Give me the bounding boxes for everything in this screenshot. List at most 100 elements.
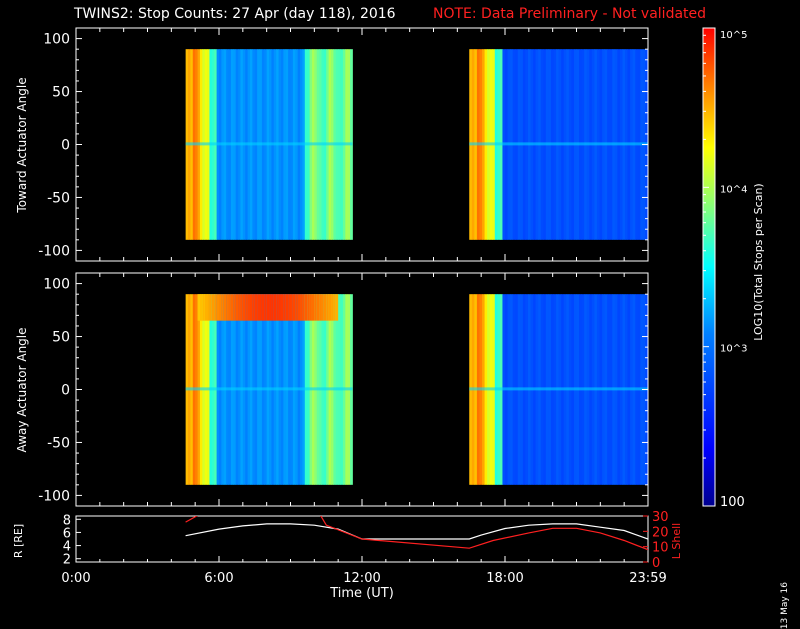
heatmap-cell: [226, 294, 229, 321]
heatmap-cell: [302, 294, 306, 321]
heatmap-cell: [252, 294, 256, 321]
heatmap-cell: [257, 294, 260, 321]
heatmap-cell: [261, 294, 265, 321]
colorbar-tick-label: 100: [720, 495, 745, 510]
away-angle-axis-label: Away Actuator Angle: [15, 327, 29, 452]
colorbar-gradient: [703, 28, 715, 506]
datestamp: 13 May 16: [780, 582, 790, 629]
heatmap-away-data: [185, 294, 649, 485]
heatmap-cell: [202, 294, 206, 321]
heatmap-cell: [230, 294, 234, 321]
heatmap-cell: [288, 294, 291, 321]
heatmap-cell: [269, 294, 272, 321]
colorbar-ticks: 10^5 10^4 10^3 100: [703, 27, 747, 510]
heatmap-cell: [321, 294, 325, 321]
chart-title: TWINS2: Stop Counts: 27 Apr (day 118), 2…: [74, 6, 396, 22]
heatmap-cell: [309, 294, 313, 321]
y-tick-label: -100: [38, 243, 70, 259]
heatmap-cell: [319, 294, 322, 321]
r-tick-label: 2: [63, 553, 71, 568]
x-tick-label: 23:59: [629, 571, 666, 586]
heatmap-cell: [469, 142, 648, 146]
heatmap-cell: [316, 294, 320, 321]
heatmap-toward-data: [185, 49, 649, 240]
heatmap-cell: [185, 387, 353, 391]
heatmap-cell: [331, 294, 334, 321]
heatmap-cell: [247, 294, 251, 321]
panel-away-axes: 100 50 0 -50 -100: [38, 272, 649, 507]
r-series-line: [185, 523, 648, 540]
y-tick-label: 50: [52, 330, 70, 346]
heatmap-cell: [185, 142, 353, 146]
heatmap-cell: [290, 294, 294, 321]
lshell-axis-label: L Shell: [670, 523, 683, 559]
heatmap-cell: [295, 294, 299, 321]
preliminary-note: NOTE: Data Preliminary - Not validated: [433, 6, 707, 22]
lshell-series-line: [185, 516, 648, 551]
heatmap-cell: [223, 294, 227, 321]
heatmap-cell: [307, 294, 310, 321]
toward-angle-axis-label: Toward Actuator Angle: [15, 77, 29, 213]
heatmap-cell: [254, 294, 258, 321]
heatmap-cell: [209, 294, 213, 321]
heatmap-cell: [323, 294, 327, 321]
heatmap-cell: [233, 294, 237, 321]
heatmap-cell: [271, 294, 275, 321]
heatmap-cell: [207, 294, 210, 321]
heatmap-cell: [280, 294, 284, 321]
heatmap-cell: [249, 294, 253, 321]
heatmap-cell: [197, 294, 201, 321]
heatmap-cell: [264, 294, 268, 321]
colorbar-tick-label: 10^5: [720, 30, 747, 41]
heatmap-cell: [304, 294, 308, 321]
heatmap-cell: [219, 294, 222, 321]
lshell-tick-label: 30: [652, 510, 669, 525]
heatmap-cell: [273, 294, 277, 321]
heatmap-cell: [245, 294, 248, 321]
x-tick-label: 18:00: [486, 571, 523, 586]
panel-toward-axes: 100 50 0 -50 -100: [38, 27, 649, 262]
colorbar: 10^5 10^4 10^3 100 LOG10(Total Stops per Sc…: [702, 27, 765, 510]
y-tick-label: -50: [47, 435, 70, 451]
lshell-tick-label: 0: [652, 556, 660, 571]
x-tick-label: 6:00: [204, 571, 233, 586]
heatmap-cell: [278, 294, 282, 321]
heatmap-cell: [221, 294, 225, 321]
x-tick-label: 0:00: [61, 571, 90, 586]
heatmap-cell: [211, 294, 215, 321]
heatmap-cell: [283, 294, 287, 321]
heatmap-cell: [266, 294, 270, 321]
heatmap-cell: [204, 294, 208, 321]
r-axis-label: R [RE]: [12, 524, 25, 558]
colorbar-tick-label: 10^3: [720, 344, 747, 355]
heatmap-cell: [276, 294, 279, 321]
heatmap-cell: [240, 294, 244, 321]
colorbar-tick-label: 10^4: [720, 184, 747, 195]
y-tick-label: 0: [61, 138, 70, 154]
orbit-lines: [185, 516, 648, 551]
time-axis-label: Time (UT): [329, 586, 394, 600]
y-tick-label: 100: [43, 32, 70, 48]
heatmap-cell: [311, 294, 315, 321]
heatmap-cell: [292, 294, 296, 321]
heatmap-cell: [314, 294, 318, 321]
y-tick-label: -100: [38, 488, 70, 504]
lshell-tick-label: 20: [652, 525, 669, 540]
heatmap-cell: [300, 294, 303, 321]
heatmap-cell: [335, 294, 339, 321]
heatmap-cell: [333, 294, 337, 321]
x-tick-label: 12:00: [343, 571, 380, 586]
heatmap-cell: [238, 294, 241, 321]
heatmap-cell: [259, 294, 263, 321]
heatmap-cell: [242, 294, 246, 321]
heatmap-cell: [469, 387, 648, 391]
y-tick-label: -50: [47, 190, 70, 206]
r-tick-label: 4: [63, 540, 71, 555]
heatmap-cell: [297, 294, 301, 321]
lshell-tick-label: 10: [652, 541, 669, 556]
r-tick-label: 8: [63, 513, 71, 528]
y-tick-label: 0: [61, 383, 70, 399]
